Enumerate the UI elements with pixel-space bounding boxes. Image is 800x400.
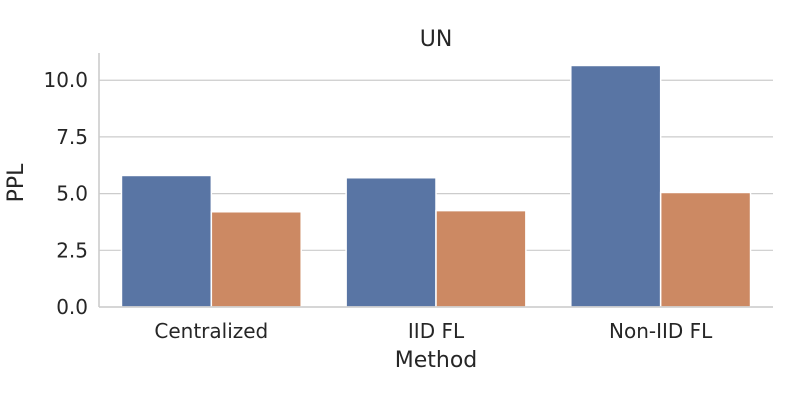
bars [120, 64, 752, 308]
bar-iid-fl-series-1 [345, 176, 437, 308]
y-tick-label: 0.0 [56, 295, 88, 319]
y-ticks: 0.0 2.5 5.0 7.5 10.0 [43, 68, 88, 319]
x-axis-label: Method [395, 348, 478, 373]
bar-centralized-series-2 [210, 211, 302, 308]
bar-iid-fl-series-2 [435, 209, 527, 308]
y-tick-label: 7.5 [56, 125, 88, 149]
x-tick-label: Non-IID FL [609, 319, 713, 343]
bar-non-iid-fl-series-2 [659, 191, 752, 308]
y-tick-label: 10.0 [43, 68, 88, 92]
bar-non-iid-fl-series-1 [570, 64, 662, 308]
x-ticks: Centralized IID FL Non-IID FL [154, 319, 713, 343]
y-tick-label: 2.5 [56, 238, 88, 262]
chart-title: UN [420, 27, 453, 52]
y-tick-label: 5.0 [56, 182, 88, 206]
y-axis-label: PPL [4, 163, 29, 203]
bar-centralized-series-1 [120, 174, 213, 308]
x-tick-label: IID FL [408, 319, 465, 343]
x-tick-label: Centralized [154, 319, 268, 343]
